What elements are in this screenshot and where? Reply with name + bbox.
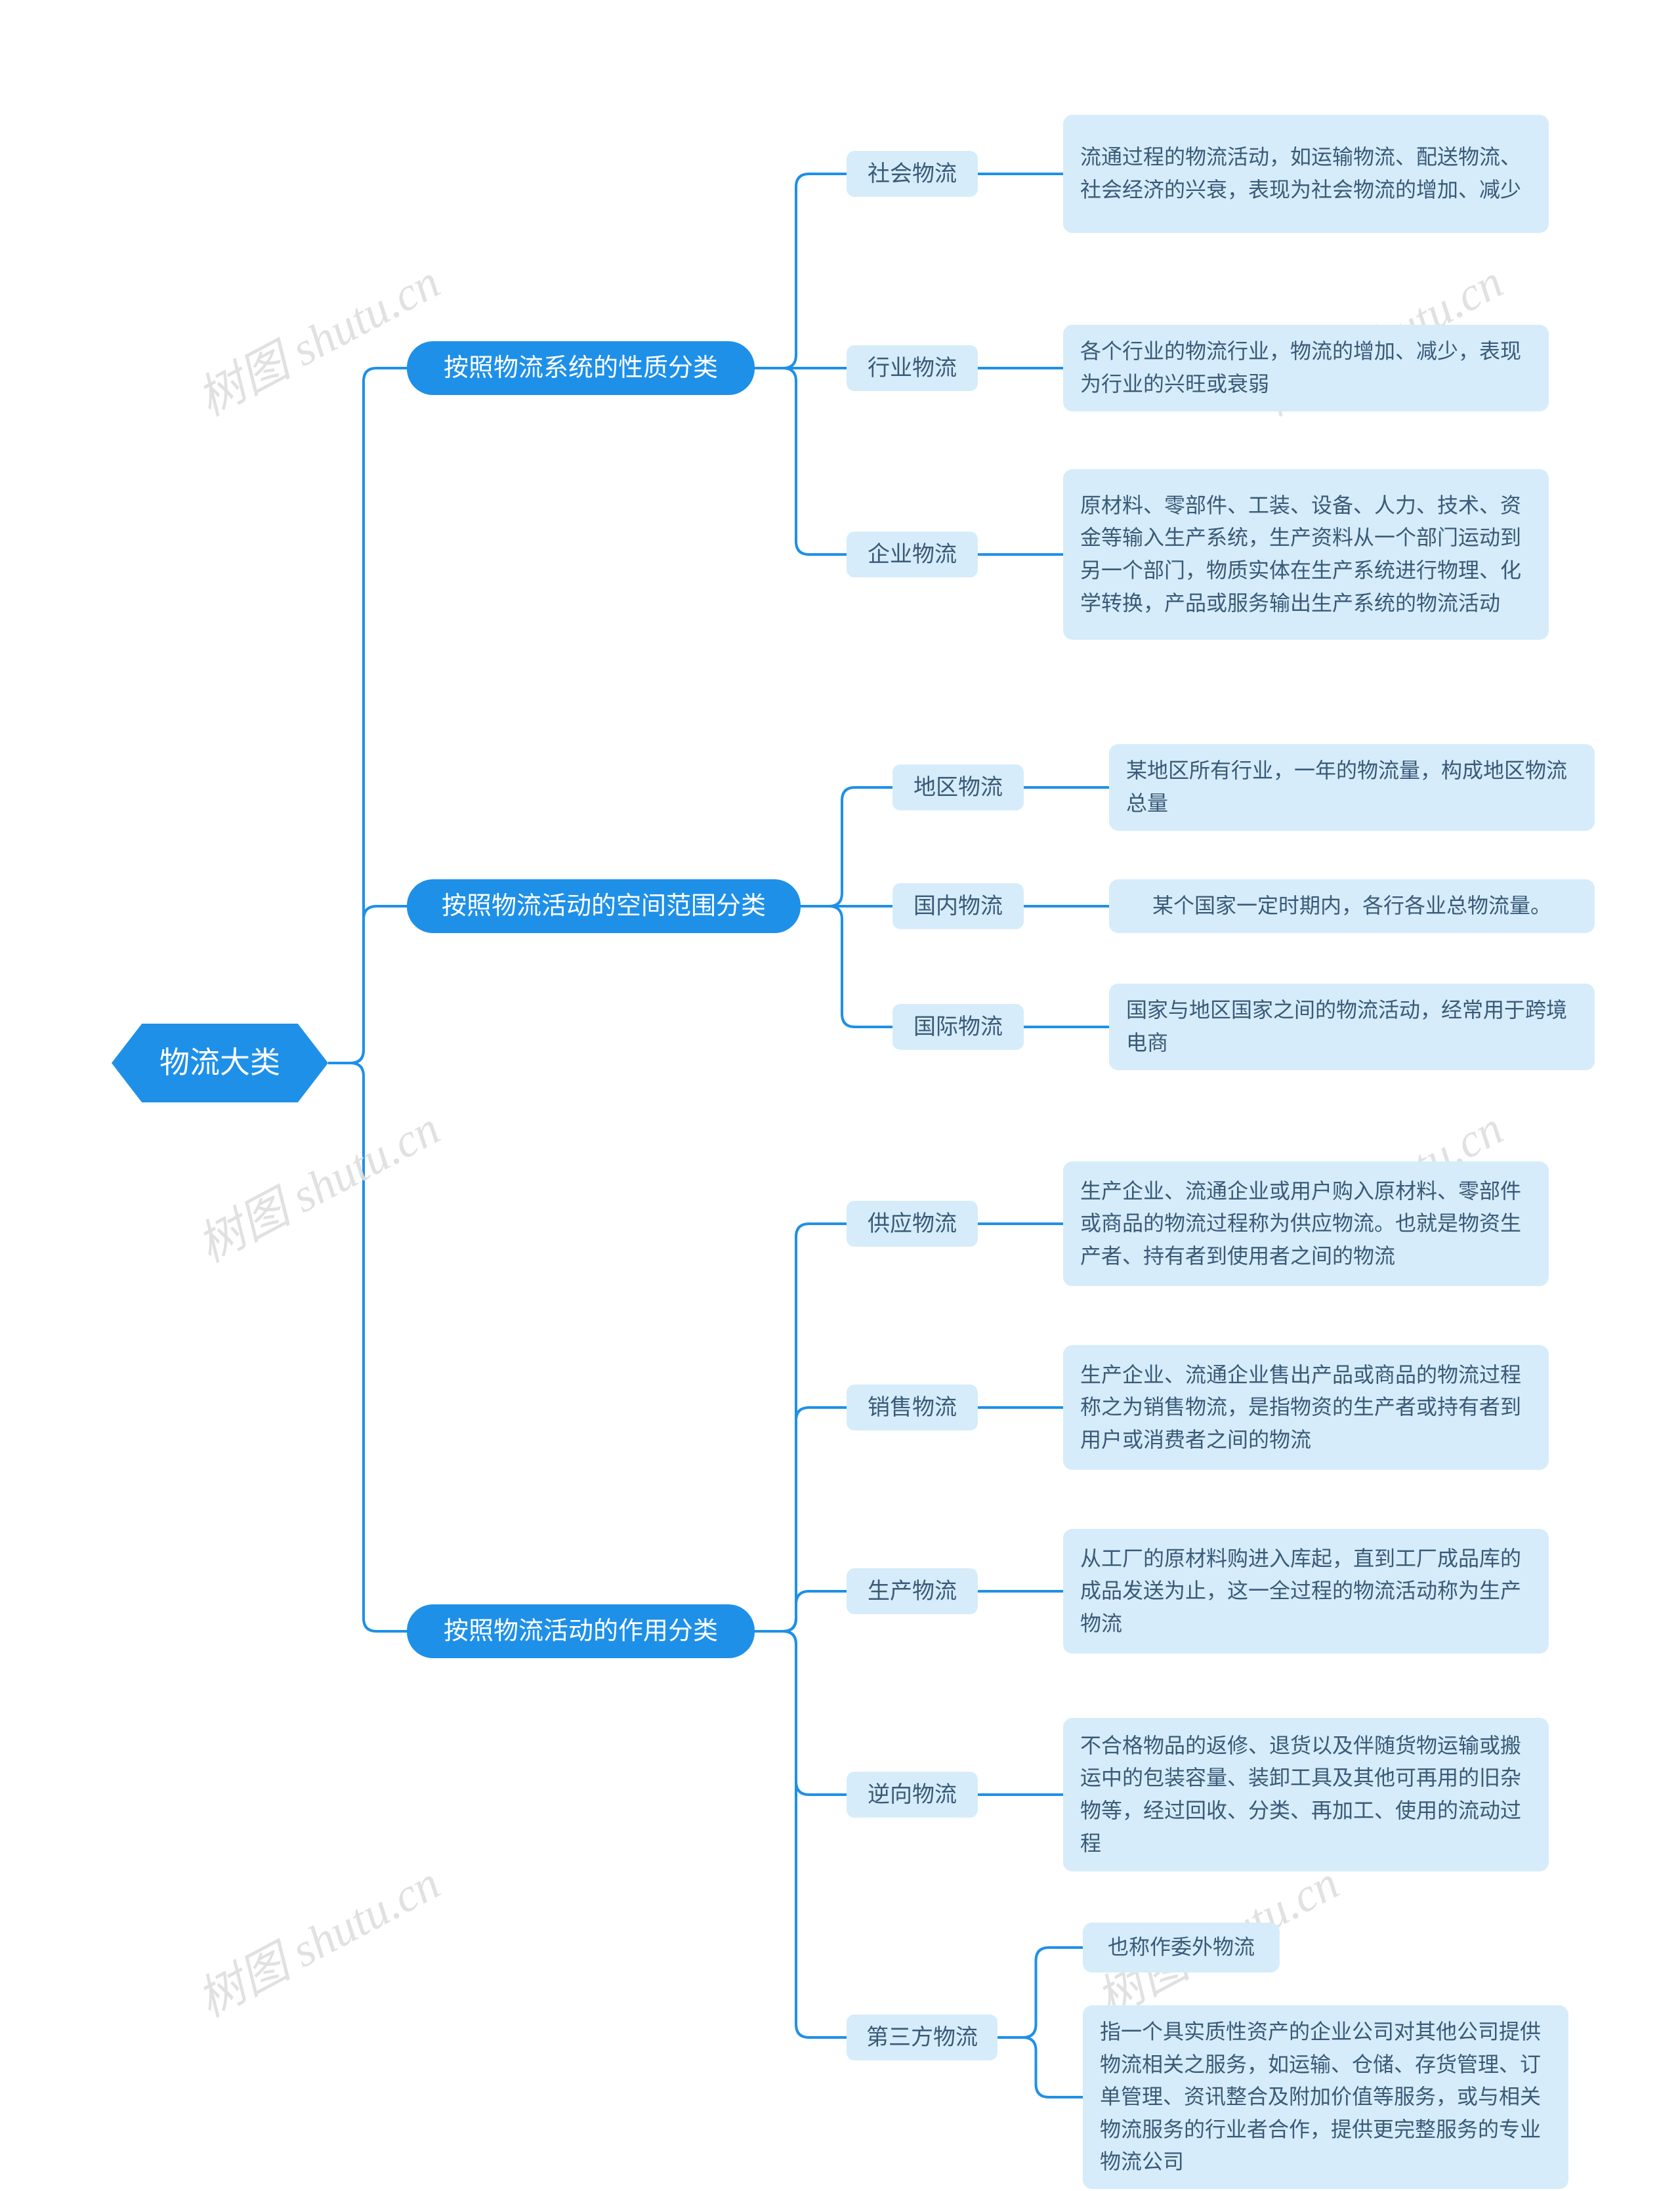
leaf-node: 某地区所有行业，一年的物流量，构成地区物流总量 bbox=[1109, 744, 1595, 831]
leaf-node: 指一个具实质性资产的企业公司对其他公司提供物流相关之服务，如运输、仓储、存货管理… bbox=[1083, 2005, 1568, 2189]
mid-node-enterprise: 企业物流 bbox=[847, 532, 978, 577]
mid-node-social: 社会物流 bbox=[847, 151, 978, 197]
mid-node-supply: 供应物流 bbox=[847, 1201, 978, 1247]
mid-node-regional: 地区物流 bbox=[892, 764, 1024, 810]
mid-node-industry: 行业物流 bbox=[847, 345, 978, 391]
leaf-node: 不合格物品的返修、退货以及伴随货物运输或搬运中的包装容量、装卸工具及其他可再用的… bbox=[1063, 1718, 1549, 1871]
leaf-node: 从工厂的原材料购进入库起，直到工厂成品库的成品发送为止，这一全过程的物流活动称为… bbox=[1063, 1529, 1549, 1654]
mid-node-thirdparty: 第三方物流 bbox=[847, 2014, 998, 2060]
leaf-node: 某个国家一定时期内，各行各业总物流量。 bbox=[1109, 879, 1595, 933]
leaf-node: 原材料、零部件、工装、设备、人力、技术、资金等输入生产系统，生产资料从一个部门运… bbox=[1063, 469, 1549, 640]
mid-node-reverse: 逆向物流 bbox=[847, 1772, 978, 1818]
leaf-node: 各个行业的物流行业，物流的增加、减少，表现为行业的兴旺或衰弱 bbox=[1063, 325, 1549, 411]
leaf-node: 也称作委外物流 bbox=[1083, 1923, 1280, 1972]
mid-node-domestic: 国内物流 bbox=[892, 883, 1024, 929]
leaf-node: 生产企业、流通企业或用户购入原材料、零部件或商品的物流过程称为供应物流。也就是物… bbox=[1063, 1161, 1549, 1286]
branch-node-spatial: 按照物流活动的空间范围分类 bbox=[407, 879, 801, 933]
mid-node-production: 生产物流 bbox=[847, 1568, 978, 1614]
root-node: 物流大类 bbox=[112, 1024, 328, 1102]
watermark: 树图 shutu.cn bbox=[183, 1090, 450, 1275]
leaf-node: 流通过程的物流活动，如运输物流、配送物流、社会经济的兴衰，表现为社会物流的增加、… bbox=[1063, 115, 1549, 233]
watermark: 树图 shutu.cn bbox=[183, 243, 450, 428]
watermark: 树图 shutu.cn bbox=[183, 1845, 450, 2030]
branch-node-nature: 按照物流系统的性质分类 bbox=[407, 341, 755, 395]
mid-node-sales: 销售物流 bbox=[847, 1385, 978, 1430]
mid-node-international: 国际物流 bbox=[892, 1004, 1024, 1050]
leaf-node: 生产企业、流通企业售出产品或商品的物流过程称之为销售物流，是指物资的生产者或持有… bbox=[1063, 1345, 1549, 1470]
branch-node-function: 按照物流活动的作用分类 bbox=[407, 1604, 755, 1658]
leaf-node: 国家与地区国家之间的物流活动，经常用于跨境电商 bbox=[1109, 984, 1595, 1070]
